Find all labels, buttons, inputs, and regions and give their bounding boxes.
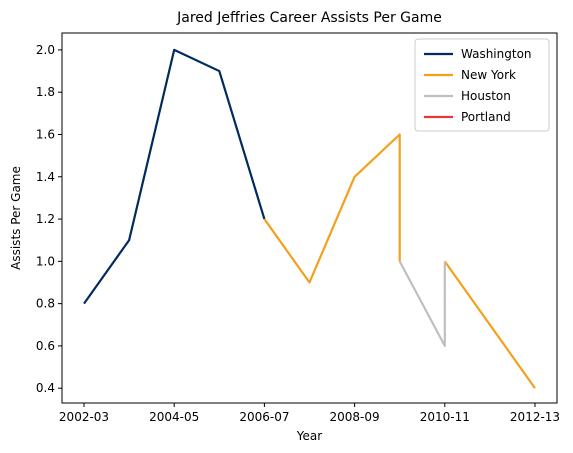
y-axis: 0.4 0.6 0.8 1.0 1.2 1.4 1.6 1.8 2.0 xyxy=(36,43,62,395)
x-axis-label: Year xyxy=(296,429,322,443)
x-tick-label: 2008-09 xyxy=(330,410,380,424)
series-line-houston xyxy=(398,260,446,348)
x-tick-label: 2006-07 xyxy=(239,410,289,424)
legend-label-houston: Houston xyxy=(461,89,511,103)
y-tick-label: 0.8 xyxy=(36,297,55,311)
legend-label-new-york: New York xyxy=(461,68,516,82)
x-tick-label: 2002-03 xyxy=(59,410,109,424)
series-line-new-york xyxy=(263,133,401,284)
y-tick-label: 1.8 xyxy=(36,85,55,99)
plot-frame xyxy=(61,32,558,404)
legend-label-portland: Portland xyxy=(461,110,511,124)
y-axis-label: Assists Per Game xyxy=(9,166,23,270)
x-axis: 2002-03 2004-05 2006-07 2008-09 2010-11 2012-… xyxy=(59,403,560,424)
chart-title: Jared Jeffries Career Assists Per Game xyxy=(176,10,442,26)
x-tick-label: 2012-13 xyxy=(510,410,560,424)
series-line-new-york xyxy=(443,260,536,389)
legend-label-washington: Washington xyxy=(461,47,532,61)
legend: Washington New York Houston Portland xyxy=(414,38,550,132)
x-tick-label: 2010-11 xyxy=(420,410,470,424)
y-tick-label: 0.4 xyxy=(36,381,55,395)
legend-box xyxy=(414,38,550,132)
y-tick-label: 1.0 xyxy=(36,254,55,268)
series-line-washington xyxy=(83,48,266,305)
plot-area xyxy=(61,32,558,404)
y-tick-label: 1.6 xyxy=(36,127,55,141)
y-tick-label: 1.4 xyxy=(36,170,55,184)
y-tick-label: 2.0 xyxy=(36,43,55,57)
y-tick-label: 0.6 xyxy=(36,339,55,353)
x-tick-label: 2004-05 xyxy=(149,410,199,424)
y-tick-label: 1.2 xyxy=(36,212,55,226)
